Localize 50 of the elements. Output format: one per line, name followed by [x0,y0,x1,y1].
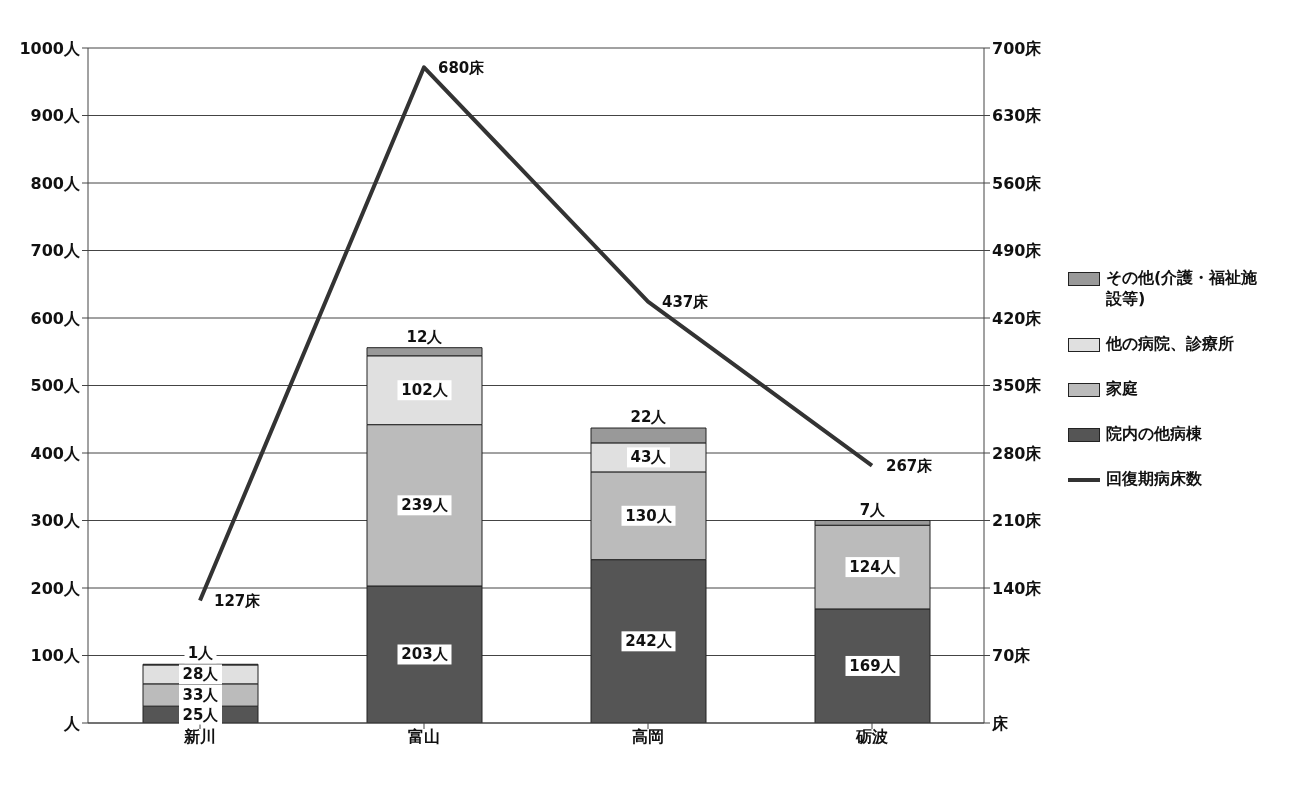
data-label: 22人 [630,408,668,427]
data-label: 680床 [438,58,486,77]
y2-tick-label: 280床 [992,443,1043,463]
y-tick-label: 500人 [30,376,81,396]
y-tick-label: 400人 [30,443,81,463]
y-tick-label: 300人 [30,511,81,531]
y-tick-label: 200人 [30,578,81,598]
y-tick-label: 800人 [30,173,81,193]
y-tick-label: 900人 [30,106,81,126]
data-label: 7人 [859,500,887,519]
y-tick-label: 700人 [30,241,81,261]
y-tick-label: 600人 [30,308,81,328]
y2-tick-label: 350床 [992,376,1043,396]
data-label: 127床 [214,591,262,610]
data-label: 242人 [625,632,673,651]
legend-label: 家庭 [1106,378,1138,400]
data-label: 28人 [182,665,220,684]
data-label: 1人 [187,644,215,663]
data-label: 25人 [182,705,220,724]
x-tick-label: 富山 [408,727,440,747]
y2-tick-label: 140床 [992,578,1043,598]
y2-tick-label: 210床 [992,511,1043,531]
data-label: 102人 [401,381,449,400]
legend-label: 他の病院、診療所 [1106,333,1234,355]
data-label: 130人 [625,506,673,525]
data-label: 43人 [630,448,668,467]
legend-label: その他(介護・福祉施設等) [1106,267,1259,310]
x-tick-label: 砺波 [855,727,888,747]
y-tick-label: 100人 [30,646,81,666]
legend-label: 回復期病床数 [1106,468,1202,490]
y2-tick-label: 床 [991,713,1009,733]
data-label: 12人 [406,327,444,346]
x-tick-label: 新川 [183,727,216,747]
x-tick-label: 高岡 [632,727,664,747]
data-label: 169人 [849,656,897,675]
data-label: 267床 [886,456,934,475]
data-label: 33人 [182,685,220,704]
y2-tick-label: 560床 [992,173,1043,193]
y2-tick-label: 420床 [992,308,1043,328]
y2-tick-label: 70床 [992,646,1032,666]
y-tick-label: 人 [63,713,81,733]
data-label: 239人 [401,496,449,515]
y2-tick-label: 630床 [992,106,1043,126]
y2-tick-label: 490床 [992,241,1043,261]
legend-label: 院内の他病棟 [1106,423,1202,445]
y2-tick-label: 700床 [992,38,1043,58]
y-tick-label: 1000人 [19,38,81,58]
data-label: 124人 [849,558,897,577]
data-label: 203人 [401,645,449,664]
data-label: 437床 [662,292,710,311]
